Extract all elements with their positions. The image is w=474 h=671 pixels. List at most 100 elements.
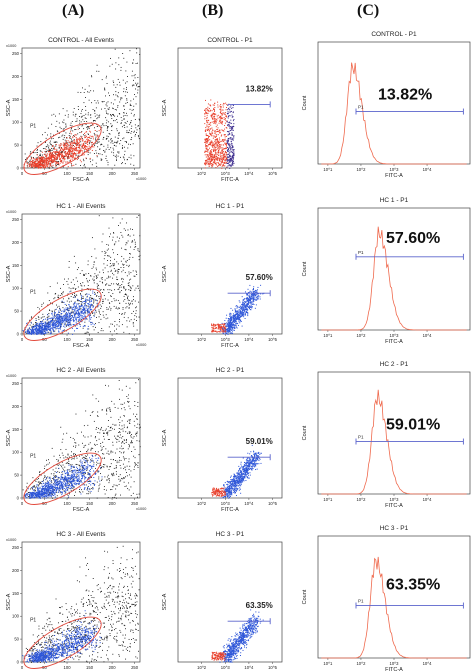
- event-dot: [41, 158, 43, 160]
- event-dot: [237, 315, 239, 317]
- event-dot: [107, 108, 109, 110]
- event-dot: [124, 141, 126, 142]
- event-dot: [136, 85, 137, 87]
- event-dot: [230, 146, 232, 148]
- event-dot: [77, 91, 79, 93]
- gated-dot: [35, 159, 37, 161]
- event-dot: [53, 141, 55, 143]
- gated-dot: [41, 165, 43, 167]
- event-dot: [65, 132, 67, 134]
- x-tick-label: 150: [86, 171, 94, 176]
- gated-dot: [74, 315, 76, 317]
- event-dot: [107, 161, 109, 163]
- event-dot: [229, 133, 231, 135]
- gated-dot: [45, 164, 47, 166]
- event-dot: [39, 153, 41, 155]
- event-dot: [237, 324, 239, 326]
- gated-dot: [43, 157, 45, 159]
- gated-dot: [44, 332, 46, 334]
- gated-dot: [66, 142, 68, 144]
- event-dot: [253, 286, 255, 288]
- event-dot: [68, 287, 70, 289]
- gated-dot: [84, 148, 86, 150]
- gated-dot: [81, 139, 83, 141]
- event-dot: [214, 141, 216, 143]
- event-dot: [116, 84, 118, 86]
- event-dot: [207, 138, 209, 140]
- gated-dot: [54, 156, 56, 158]
- event-dot: [119, 307, 120, 309]
- gated-dot: [76, 150, 78, 152]
- event-dot: [249, 291, 251, 293]
- event-dot: [205, 150, 207, 152]
- gated-dot: [75, 304, 77, 306]
- event-dot: [212, 118, 214, 120]
- event-dot: [235, 324, 237, 326]
- event-dot: [219, 159, 221, 161]
- event-dot: [223, 162, 225, 164]
- event-dot: [58, 113, 60, 115]
- event-dot: [226, 104, 228, 106]
- event-dot: [213, 104, 215, 106]
- event-dot: [224, 162, 226, 164]
- gated-dot: [45, 323, 47, 325]
- event-dot: [101, 278, 103, 280]
- event-dot: [239, 316, 241, 318]
- gated-dot: [66, 157, 68, 159]
- event-dot: [99, 289, 101, 291]
- event-dot: [26, 161, 28, 163]
- gated-dot: [58, 151, 60, 153]
- event-dot: [58, 161, 60, 163]
- event-dot: [235, 325, 237, 327]
- event-dot: [106, 160, 108, 162]
- event-dot: [228, 326, 230, 328]
- event-dot: [136, 316, 138, 318]
- event-dot: [213, 160, 215, 162]
- event-dot: [246, 300, 248, 302]
- gated-dot: [48, 153, 50, 155]
- event-dot: [125, 88, 127, 90]
- gated-dot: [54, 327, 56, 329]
- gated-dot: [76, 317, 78, 319]
- gated-dot: [51, 327, 53, 329]
- event-dot: [231, 160, 233, 162]
- gated-dot: [70, 143, 72, 145]
- event-dot: [218, 130, 220, 132]
- event-dot: [119, 302, 121, 304]
- event-dot: [126, 242, 128, 244]
- event-dot: [54, 309, 56, 311]
- event-dot: [250, 303, 252, 305]
- gated-dot: [78, 314, 80, 316]
- event-dot: [108, 92, 109, 94]
- gated-dot: [78, 315, 80, 317]
- gated-dot: [47, 314, 49, 316]
- event-dot: [81, 131, 83, 133]
- event-dot: [216, 153, 218, 155]
- event-dot: [204, 123, 206, 125]
- gated-dot: [45, 326, 47, 328]
- event-dot: [30, 317, 32, 319]
- event-dot: [126, 61, 128, 63]
- event-dot: [63, 143, 65, 145]
- event-dot: [106, 102, 108, 104]
- event-dot: [232, 333, 234, 335]
- event-dot: [233, 329, 235, 331]
- event-dot: [57, 296, 59, 298]
- event-dot: [71, 125, 73, 127]
- event-dot: [128, 333, 130, 335]
- gated-dot: [48, 325, 50, 327]
- event-dot: [106, 277, 108, 279]
- gated-dot: [54, 152, 56, 154]
- event-dot: [80, 283, 81, 285]
- event-dot: [122, 264, 124, 266]
- event-dot: [226, 159, 228, 161]
- event-dot: [231, 316, 233, 318]
- event-dot: [136, 83, 138, 85]
- event-dot: [246, 295, 248, 297]
- event-dot: [205, 163, 207, 165]
- gated-dot: [69, 147, 71, 149]
- event-dot: [70, 290, 72, 292]
- event-dot: [255, 293, 257, 295]
- event-dot: [102, 282, 104, 284]
- data-points: [204, 99, 235, 169]
